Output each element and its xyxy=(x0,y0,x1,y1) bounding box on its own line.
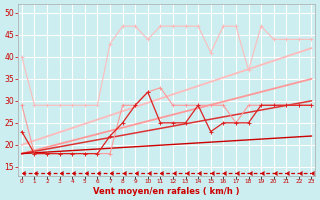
X-axis label: Vent moyen/en rafales ( km/h ): Vent moyen/en rafales ( km/h ) xyxy=(93,187,240,196)
